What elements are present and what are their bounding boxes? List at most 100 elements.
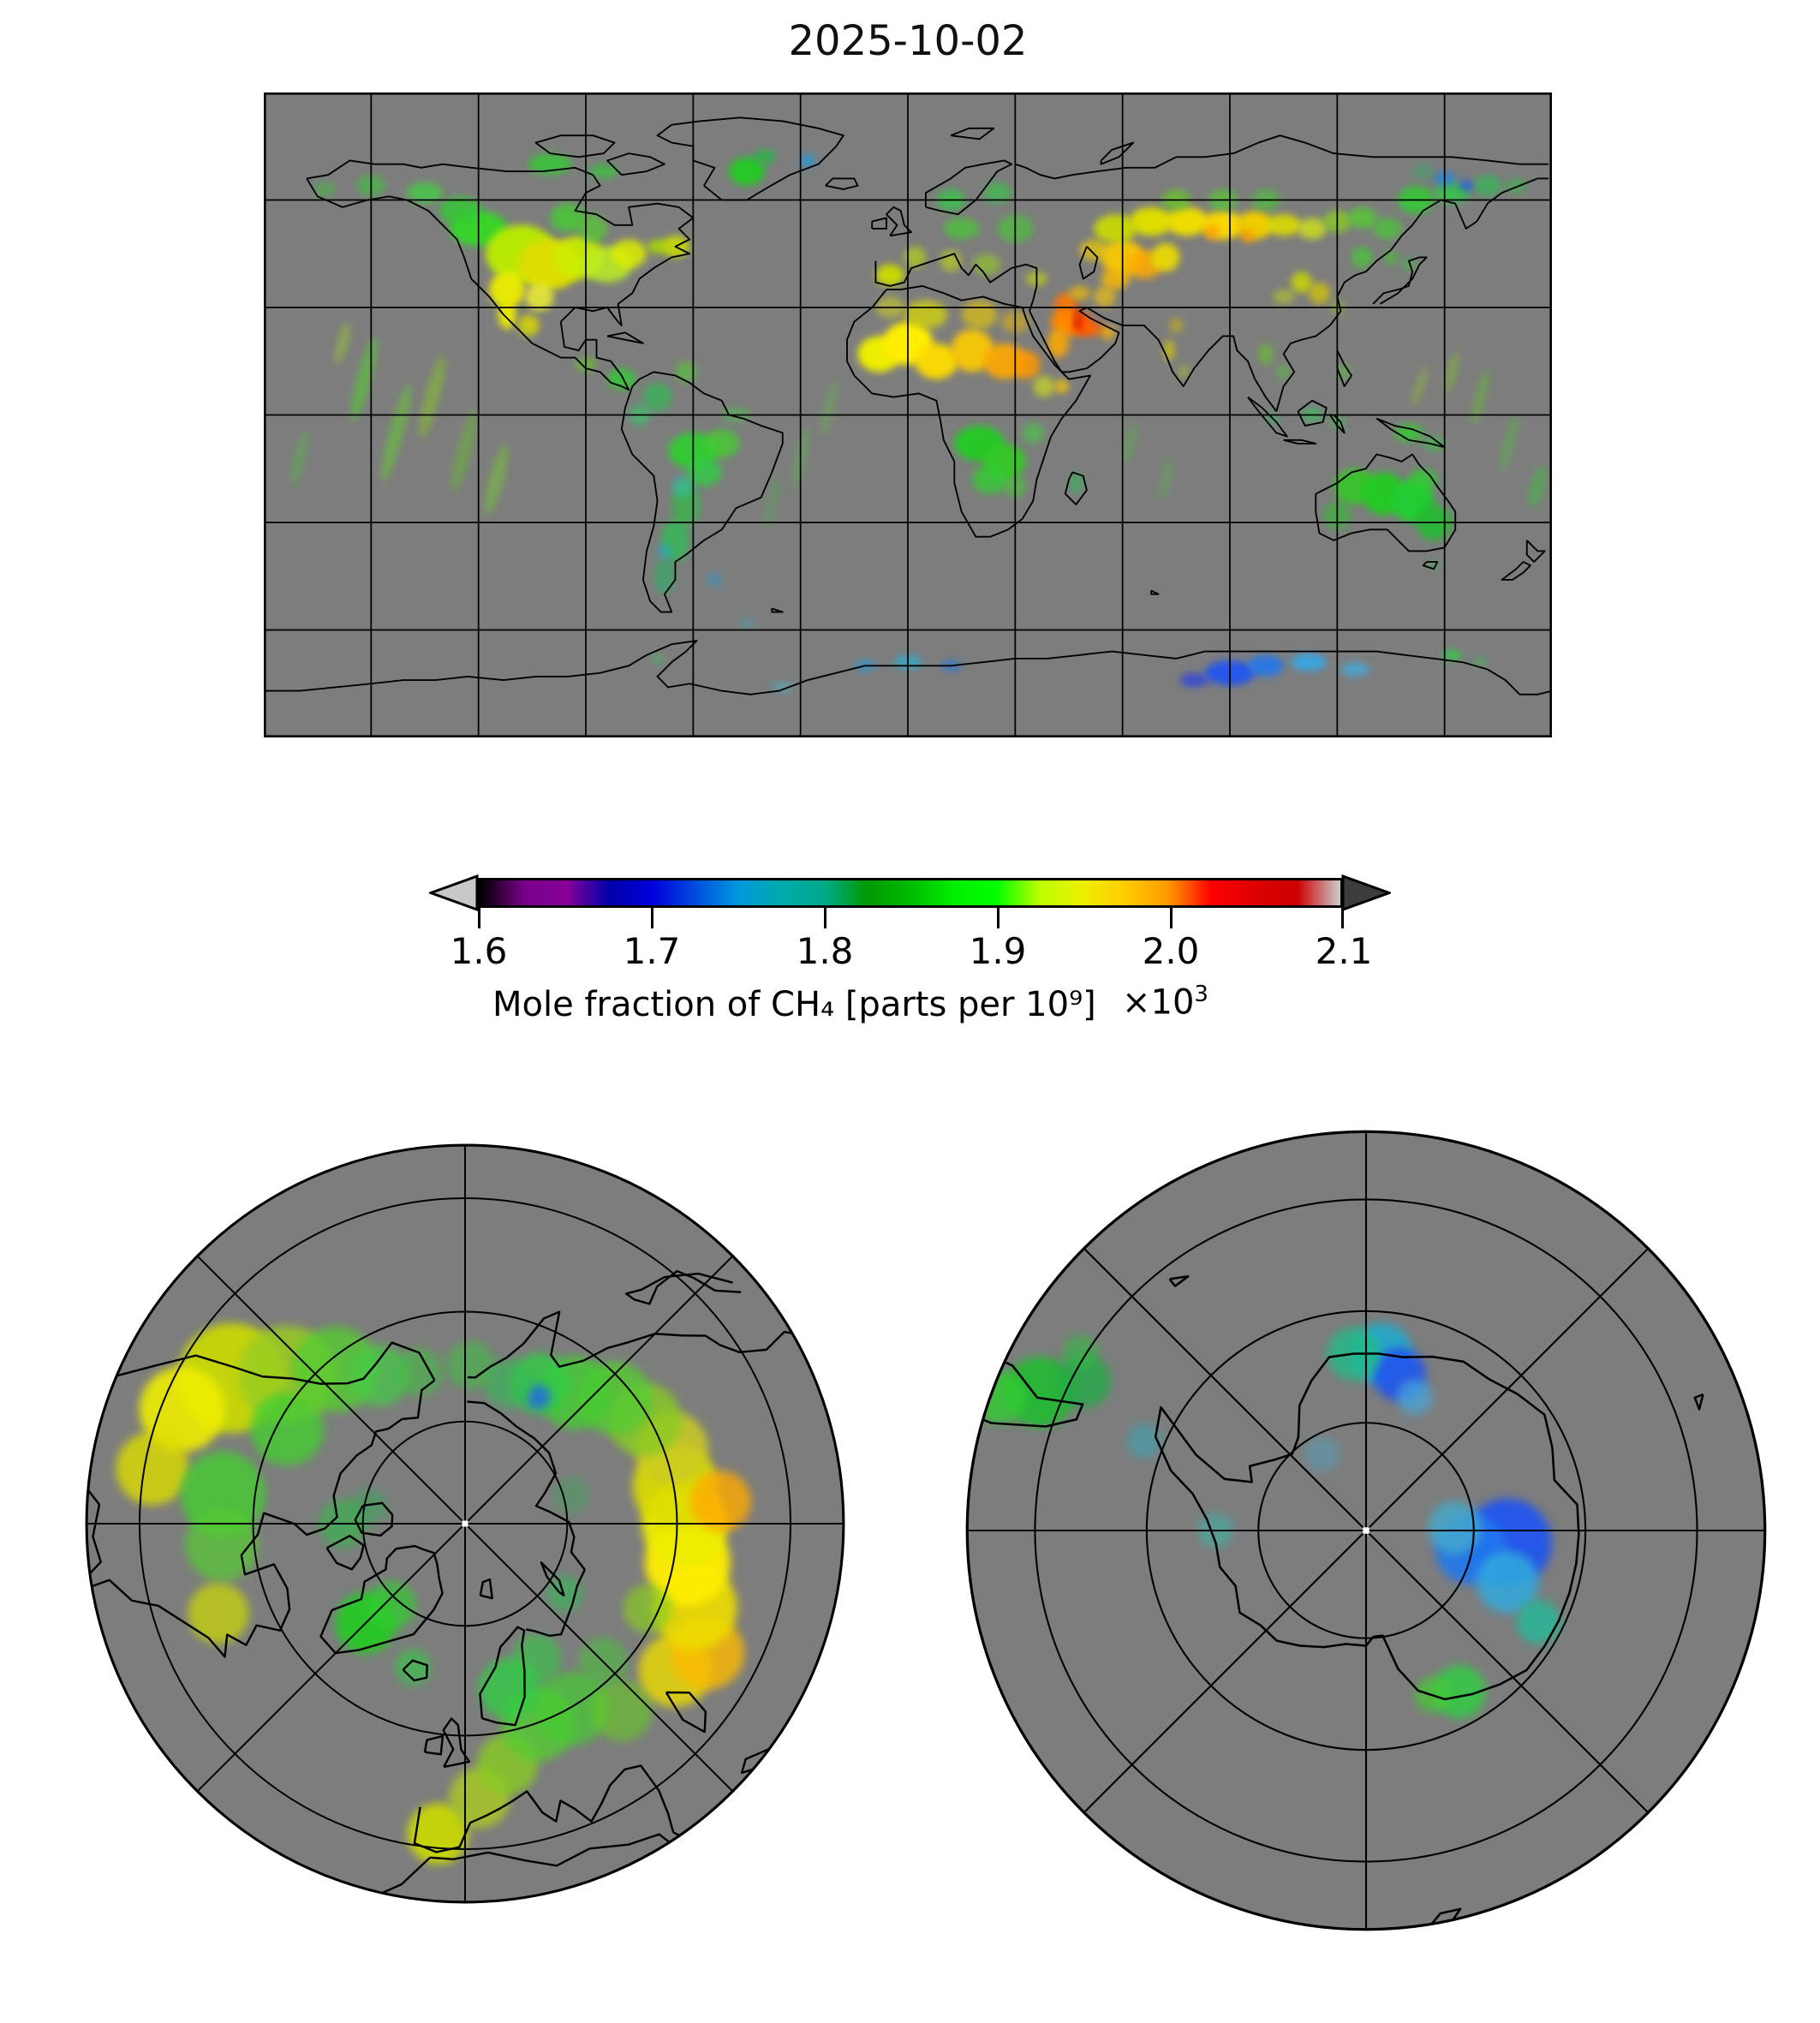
ch4-data-patch	[1075, 305, 1081, 331]
coastline-svalbard	[479, 1578, 493, 1600]
ch4-data-patch	[1428, 1501, 1482, 1555]
ch4-data-patch	[1304, 1435, 1340, 1472]
ch4-data-patch	[1459, 180, 1474, 192]
coastline-new-guinea	[1375, 417, 1446, 449]
ch4-data-patch	[1168, 318, 1184, 333]
pole-marker	[462, 1520, 468, 1527]
ch4-data-patch	[1291, 653, 1327, 671]
coastline-new-guinea	[766, 1145, 844, 1161]
map-frame	[264, 92, 1552, 737]
ch4-data-patch	[1083, 321, 1105, 337]
coastline-great-britain	[885, 206, 913, 237]
ch4-data-patch	[1441, 649, 1463, 661]
global-map-panel	[264, 92, 1552, 737]
ch4-data-patch	[591, 1680, 653, 1742]
coastline-kerguelen	[1150, 589, 1160, 595]
coastline-south-georgia	[771, 607, 784, 613]
ch4-data-patch	[1276, 364, 1292, 379]
coastline-java	[1283, 439, 1317, 445]
coastline-arabia-india	[1029, 307, 1278, 412]
colorbar-over-arrow	[1341, 874, 1391, 911]
colorbar-tick	[997, 906, 1000, 928]
ch4-data-patch	[485, 445, 509, 515]
coastline-east-asia	[467, 1310, 844, 1410]
ch4-data-patch	[650, 653, 665, 665]
colorbar-tick	[1170, 906, 1173, 928]
ch4-data-patch	[972, 254, 1001, 276]
ch4-data-patch	[1101, 267, 1131, 290]
ch4-data-patch	[552, 1477, 590, 1514]
ch4-data-patch	[1163, 339, 1175, 361]
ch4-data-patch	[973, 1370, 1027, 1424]
coastline-svalbard	[950, 127, 995, 140]
colorbar-offset-exponent: 3	[1194, 982, 1208, 1007]
colorbar-tick-label: 1.7	[623, 930, 681, 972]
ch4-data-patch	[367, 1580, 416, 1630]
ch4-data-patch	[1340, 662, 1369, 677]
ch4-data-patch	[394, 1347, 444, 1397]
ch4-data-patch	[546, 1575, 584, 1613]
ch4-data-patch	[489, 272, 525, 307]
ch4-data-patch	[707, 572, 722, 588]
coastline-baffin-island	[606, 152, 665, 176]
ch4-data-patch	[1057, 1354, 1112, 1408]
ch4-data-patch	[1412, 164, 1435, 179]
ch4-data-patch	[1265, 214, 1302, 236]
coastline-australia	[788, 1145, 844, 1247]
ch4-data-patch	[116, 1431, 189, 1506]
ch4-data-patch	[139, 1366, 225, 1453]
ch4-data-patch	[512, 1633, 562, 1683]
ch4-data-patch	[313, 182, 336, 197]
coastline-north-america	[306, 159, 695, 391]
colorbar-tick	[1341, 906, 1344, 928]
ch4-data-patch	[1473, 175, 1502, 197]
coastline-canadian-arctic	[534, 134, 616, 158]
colorbar-tick-label: 1.6	[450, 930, 508, 972]
coastline-baffin-island	[325, 1534, 365, 1571]
ch4-data-patch	[451, 409, 478, 492]
coastline-greenland	[319, 1544, 444, 1655]
ch4-data-patch	[1528, 465, 1547, 508]
colorbar-offset-text: ×103	[1122, 982, 1208, 1022]
colorbar-tick	[478, 906, 480, 928]
ch4-data-patch	[1204, 224, 1220, 240]
ch4-data-patch	[394, 1649, 432, 1686]
ch4-data-patch	[1151, 242, 1180, 272]
coastline-caspian-sea	[665, 1691, 707, 1734]
data-patch-layer	[290, 149, 1547, 693]
coastline-iceland	[825, 177, 859, 190]
ch4-data-patch	[1471, 369, 1490, 425]
ch4-data-patch	[961, 300, 998, 330]
ch4-data-patch	[1423, 436, 1445, 451]
ch4-data-patch	[763, 476, 780, 533]
south-polar-map	[965, 1130, 1767, 1931]
ch4-data-patch	[642, 382, 672, 412]
polar-boundary	[85, 1143, 845, 1904]
ch4-data-patch	[1411, 366, 1428, 407]
ch4-data-patch	[534, 1672, 609, 1746]
ch4-data-patch	[1178, 364, 1189, 379]
coastline-tasmania	[1422, 561, 1439, 570]
graticule-layer	[264, 92, 1552, 737]
ch4-data-patch	[524, 282, 554, 312]
coastline-philippines	[1336, 349, 1352, 387]
ch4-data-patch	[290, 430, 309, 486]
coastline-east-asia	[1275, 177, 1548, 412]
coastline-new-zealand-south	[1409, 1907, 1462, 1930]
ch4-data-patch	[904, 300, 947, 330]
ch4-data-patch	[1444, 351, 1459, 393]
coastline-kerguelen	[1693, 1393, 1704, 1411]
colorbar-over-arrow-shape	[1341, 874, 1391, 911]
ch4-data-patch	[250, 1392, 325, 1466]
coastline-new-zealand-south	[1501, 561, 1531, 581]
coastline-south-georgia	[1168, 1275, 1190, 1287]
coastline-africa	[846, 284, 1092, 538]
ch4-data-patch	[1165, 206, 1208, 236]
ch4-data-patch	[623, 1584, 672, 1633]
ch4-data-patch	[653, 558, 676, 594]
coastline-layer	[264, 116, 1552, 695]
coastline-siberian-arctic-coast	[1015, 134, 1548, 180]
coastline-europe-mediterranean	[874, 253, 1038, 312]
ch4-data-patch	[1408, 468, 1438, 491]
